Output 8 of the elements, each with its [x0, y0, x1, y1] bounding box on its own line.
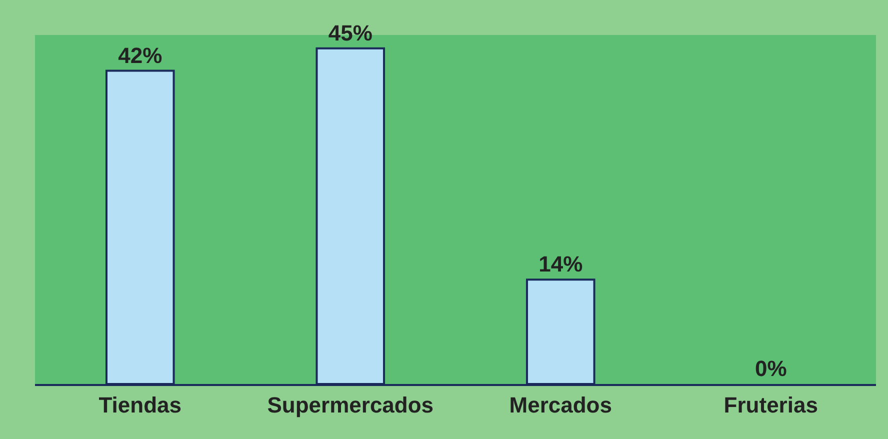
data-label: 42% [118, 42, 162, 68]
x-tick-label: Supermercados [267, 392, 434, 418]
data-label: 0% [754, 356, 787, 381]
data-label: 14% [538, 252, 583, 277]
x-tick-label: Tiendas [98, 392, 182, 418]
x-tick-label: Mercados [509, 392, 612, 418]
data-label: 45% [328, 20, 372, 46]
x-tick-label: Fruterias [724, 392, 818, 418]
